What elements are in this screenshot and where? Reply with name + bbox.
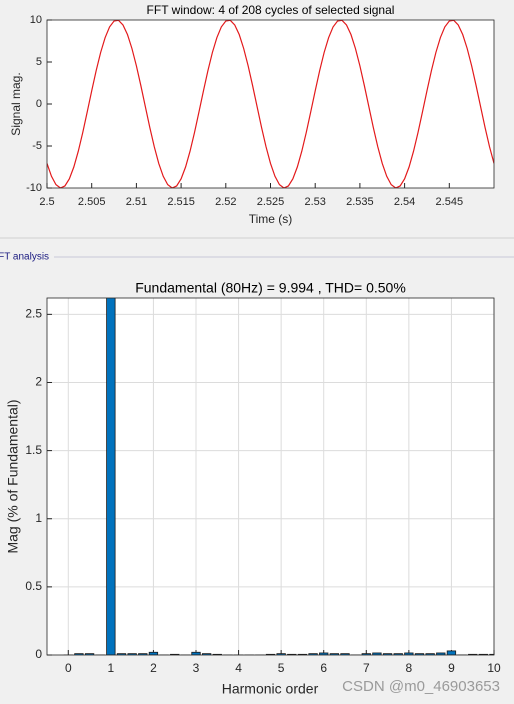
panel-label: FFT analysis xyxy=(0,252,49,263)
axes-box xyxy=(46,19,495,189)
y-tick-label: -10 xyxy=(26,182,42,194)
y-axis-label: Mag (% of Fundamental) xyxy=(5,399,21,553)
plot-area xyxy=(47,298,494,655)
bar xyxy=(319,652,329,655)
bar xyxy=(372,652,382,655)
y-tick-label: 1 xyxy=(35,511,42,525)
x-tick-label: 2.53 xyxy=(304,196,325,208)
y-tick-label: 2.5 xyxy=(25,307,42,321)
chart-title: Fundamental (80Hz) = 9.994 , THD= 0.50% xyxy=(135,280,406,296)
x-tick-label: 6 xyxy=(320,661,327,675)
x-tick-label: 2 xyxy=(150,661,157,675)
x-tick-label: 10 xyxy=(487,661,501,675)
y-tick-label: 5 xyxy=(36,56,42,68)
y-tick-label: 0.5 xyxy=(25,579,42,593)
y-tick-label: 2 xyxy=(35,375,42,389)
y-axis-label: Signal mag. xyxy=(9,72,23,135)
y-tick-label: 1.5 xyxy=(25,443,42,457)
bar xyxy=(191,651,201,655)
x-tick-label: 4 xyxy=(235,661,242,675)
x-tick-label: 3 xyxy=(193,661,200,675)
x-tick-label: 2.5 xyxy=(39,196,54,208)
bar xyxy=(446,650,457,655)
x-tick-label: 2.54 xyxy=(394,196,415,208)
x-axis-label: Time (s) xyxy=(249,212,293,226)
x-tick-label: 2.505 xyxy=(78,196,106,208)
y-tick-label: -5 xyxy=(32,140,42,152)
x-tick-label: 2.51 xyxy=(126,196,147,208)
x-tick-label: 2.535 xyxy=(346,196,374,208)
y-tick-label: 0 xyxy=(36,98,42,110)
x-tick-label: 7 xyxy=(363,661,370,675)
chart-title: FFT window: 4 of 208 cycles of selected … xyxy=(147,3,395,17)
bar xyxy=(404,652,414,655)
x-tick-label: 2.52 xyxy=(215,196,236,208)
y-tick-label: 0 xyxy=(35,647,42,661)
x-tick-label: 8 xyxy=(406,661,413,675)
bar xyxy=(148,651,159,655)
x-tick-label: 2.515 xyxy=(167,196,195,208)
x-tick-label: 0 xyxy=(65,661,72,675)
axes-box xyxy=(46,297,495,656)
bar xyxy=(106,298,116,655)
plot-area xyxy=(47,20,494,188)
signal-line xyxy=(47,20,494,188)
x-tick-label: 1 xyxy=(108,661,115,675)
y-tick-label: 10 xyxy=(30,14,42,26)
x-tick-label: 2.525 xyxy=(257,196,285,208)
x-tick-label: 2.545 xyxy=(436,196,464,208)
x-tick-label: 5 xyxy=(278,661,285,675)
x-tick-label: 9 xyxy=(448,661,455,675)
watermark: CSDN @m0_46903653 xyxy=(342,678,500,695)
bar xyxy=(436,652,446,655)
marks xyxy=(47,20,494,188)
x-axis-label: Harmonic order xyxy=(222,681,319,697)
